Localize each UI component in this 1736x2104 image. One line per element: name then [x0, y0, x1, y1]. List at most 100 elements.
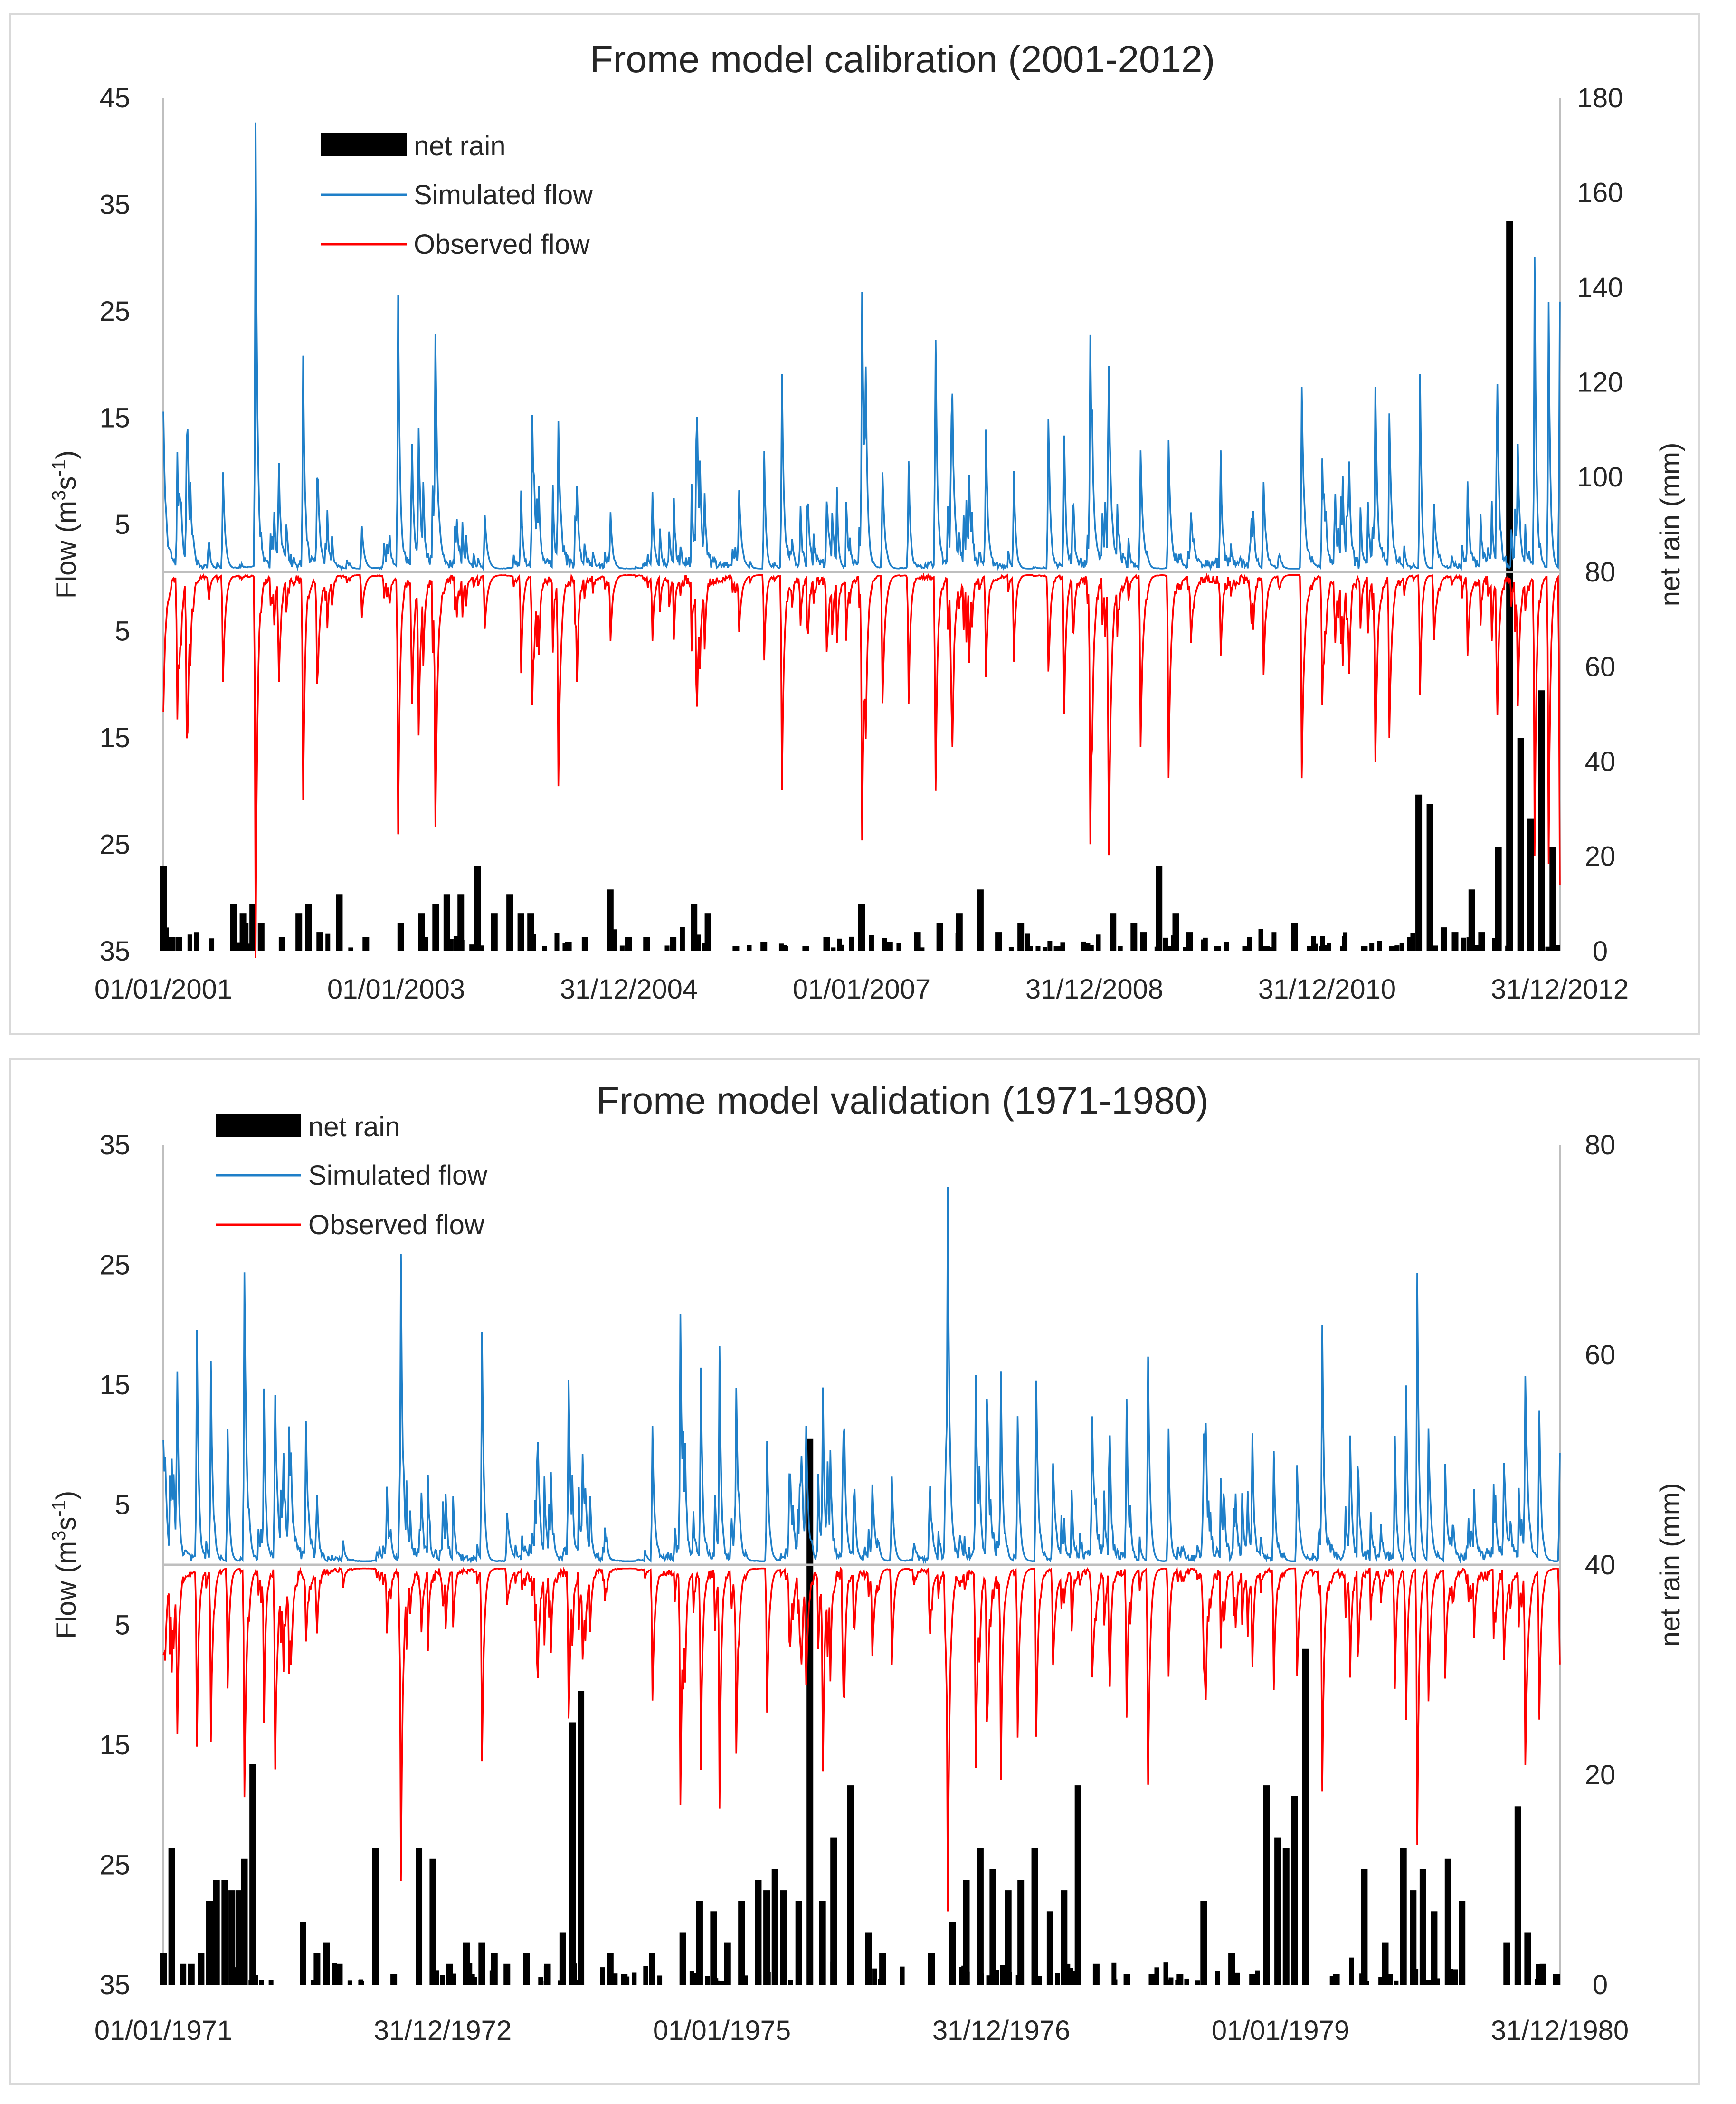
rain-bar — [249, 1764, 256, 1985]
rain-bar — [882, 938, 887, 951]
rain-bar — [1424, 1980, 1429, 1985]
rain-bar — [1517, 738, 1524, 951]
x-tick-label: 31/12/1980 — [1491, 2015, 1629, 2046]
y-tick-left: 25 — [99, 1250, 130, 1281]
rain-bar — [268, 1980, 274, 1985]
legend: net rain Simulated flow Observed flow — [216, 1112, 488, 1240]
y-tick-left: 15 — [99, 403, 130, 434]
rain-bar — [1329, 1976, 1335, 1985]
rain-bar — [710, 1911, 717, 1985]
rain-bar — [1307, 946, 1312, 951]
rain-bar — [206, 1901, 213, 1985]
rain-bar — [1538, 690, 1545, 951]
rain-bar — [839, 944, 844, 951]
rain-bar — [237, 1964, 243, 1985]
rain-bar — [1302, 1648, 1309, 1985]
validation-chart: Frome model validation (1971-1980) 35 25 1… — [48, 1079, 1686, 2046]
rain-bar — [878, 1979, 883, 1985]
rain-bar — [1035, 946, 1041, 951]
rain-bar — [1060, 942, 1065, 951]
rain-bar — [560, 1976, 565, 1985]
rain-bar — [1183, 947, 1188, 951]
rain-bar — [491, 913, 498, 951]
rain-bar — [1031, 1848, 1038, 1985]
rain-bar — [213, 1880, 220, 1985]
rain-bar — [244, 923, 249, 951]
rain-bar — [1118, 946, 1123, 951]
rain-bar — [323, 1942, 330, 1985]
rain-bar — [1130, 923, 1138, 951]
rain-bar — [1184, 1978, 1189, 1985]
y-tick-left: 35 — [99, 1970, 130, 2000]
rain-bar — [858, 904, 865, 951]
rain-bar — [1359, 1973, 1365, 1985]
rain-bar — [164, 927, 169, 951]
rain-bar — [936, 923, 943, 951]
rain-bar — [830, 1837, 837, 1985]
rain-bar — [1007, 1972, 1012, 1985]
rain-bar — [780, 1890, 787, 1985]
rain-bar — [1154, 1967, 1159, 1985]
y-tick-left: 15 — [99, 1730, 130, 1761]
rain-bar — [1399, 942, 1404, 951]
x-tick-label: 01/01/1975 — [653, 2015, 791, 2046]
rain-bar — [704, 913, 711, 951]
rain-bar — [1110, 913, 1117, 951]
rain-bar — [1506, 221, 1513, 951]
rain-bar — [1242, 946, 1249, 951]
rain-bar — [1369, 943, 1375, 951]
rain-bar — [1505, 945, 1510, 951]
rain-bar — [397, 923, 404, 951]
rain-bar — [1065, 1963, 1071, 1985]
rain-bar — [788, 1980, 793, 1985]
rain-bar — [316, 932, 323, 951]
y-tick-right: 0 — [1593, 1970, 1608, 2000]
y-tick-left: 25 — [99, 1849, 130, 1880]
rain-bar — [763, 1890, 770, 1985]
rain-bar — [643, 937, 650, 951]
rain-bar — [702, 943, 707, 951]
rain-bar — [625, 937, 632, 951]
rain-bar — [1081, 941, 1086, 951]
rain-bar — [1545, 946, 1550, 951]
rain-bar — [849, 936, 854, 951]
y-tick-right: 40 — [1585, 746, 1616, 777]
rain-bar — [432, 904, 439, 951]
rain-bar — [459, 940, 465, 951]
rain-bar — [1151, 1976, 1157, 1985]
rain-bar — [1168, 1979, 1173, 1985]
rain-bar — [228, 1966, 234, 1985]
rain-bar — [451, 1973, 456, 1985]
rain-bar — [543, 1981, 549, 1985]
rain-bar — [773, 1979, 778, 1985]
rain-bar — [453, 936, 458, 951]
rain-bar — [188, 1963, 195, 1985]
rain-bar — [1255, 1970, 1260, 1985]
y-tick-right: 60 — [1585, 1340, 1616, 1371]
rain-bar — [1378, 1977, 1384, 1985]
rain-bar — [738, 1901, 745, 1985]
rain-bar — [1433, 945, 1438, 951]
rain-bar — [569, 1722, 576, 1985]
rain-bar — [1394, 945, 1400, 951]
rain-bar — [1428, 943, 1433, 951]
y-tick-right: 20 — [1585, 1760, 1616, 1790]
rain-bar — [418, 913, 425, 951]
rain-bar — [1410, 933, 1415, 951]
rain-bar — [198, 1953, 205, 1985]
rain-bar — [1415, 794, 1423, 951]
rain-bar — [1349, 1957, 1354, 1985]
y-tick-right: 60 — [1585, 651, 1616, 682]
rain-bar — [977, 1848, 984, 1985]
rain-bar — [1053, 946, 1061, 951]
rain-bar — [1046, 1911, 1053, 1985]
rain-bar — [1451, 932, 1459, 951]
rain-bar — [160, 1953, 167, 1985]
rain-bar — [1428, 1980, 1433, 1985]
rain-bar — [849, 946, 854, 951]
legend-rain-swatch — [321, 133, 407, 156]
rain-bar — [657, 1975, 663, 1985]
x-tick-label: 01/01/2001 — [95, 974, 232, 1005]
x-tick-label: 01/01/1971 — [95, 2015, 232, 2046]
rain-bar — [253, 1975, 258, 1985]
